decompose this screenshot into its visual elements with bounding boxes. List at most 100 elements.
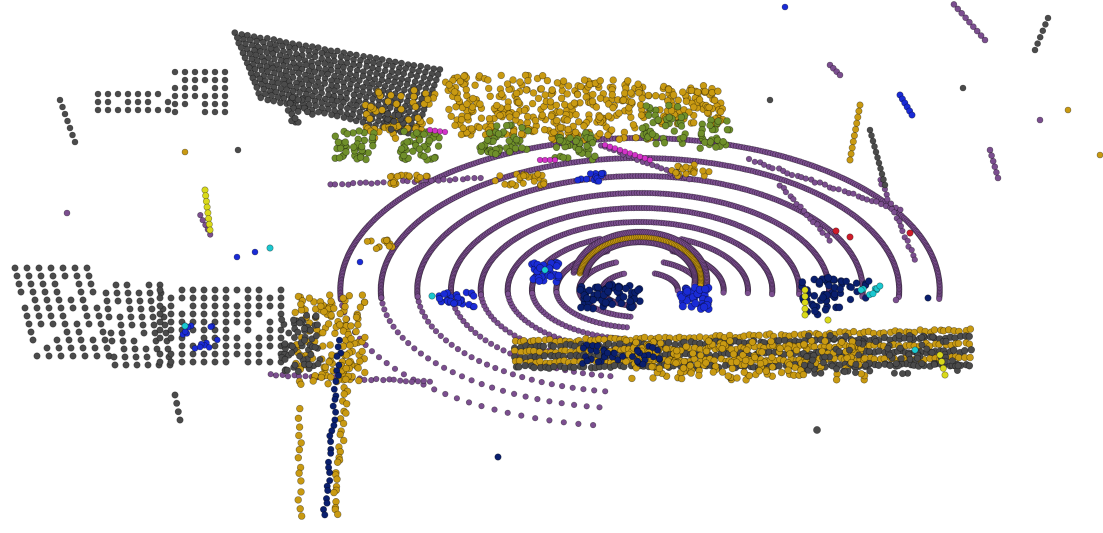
ground-point [811, 179, 818, 186]
building-point [104, 90, 112, 98]
structure-point [553, 116, 561, 125]
building-point [73, 320, 81, 328]
structure-point [609, 104, 617, 112]
structure-point [296, 404, 304, 413]
vegetation-point [420, 130, 428, 139]
building-point [291, 114, 299, 122]
building-point [154, 106, 162, 114]
building-point [126, 305, 134, 313]
structure-point [410, 86, 418, 95]
building-point [300, 324, 308, 332]
structure-point [689, 118, 698, 127]
building-point [119, 337, 127, 345]
building-point [200, 318, 208, 326]
building-point [277, 294, 285, 302]
ground-point [394, 329, 401, 336]
bicycle-point [426, 126, 434, 134]
structure-point [297, 488, 305, 496]
structure-point [347, 335, 355, 343]
vegetation-point [358, 142, 366, 151]
structure-point [615, 135, 623, 144]
structure-point [557, 94, 566, 103]
car-point [329, 402, 337, 410]
building-point [167, 310, 175, 318]
structure-point [662, 345, 670, 353]
car-point [321, 511, 329, 519]
building-point [69, 131, 76, 139]
building-point [306, 326, 314, 334]
structure-point [333, 458, 342, 466]
building-point [49, 272, 57, 280]
building-point [295, 55, 303, 62]
vegetation-point [719, 138, 727, 146]
ground-point [380, 377, 387, 384]
structure-point [324, 320, 333, 328]
building-point [167, 350, 175, 358]
ground-point [414, 378, 422, 385]
structure-point [445, 81, 453, 89]
building-point [122, 361, 130, 369]
building-point [102, 289, 110, 297]
building-point [221, 68, 229, 76]
building-point [110, 353, 118, 361]
building-point [222, 350, 230, 358]
ground-point [380, 179, 387, 186]
building-point [270, 97, 278, 105]
ground-point [744, 290, 751, 297]
building-point [201, 100, 209, 108]
building-point [255, 358, 263, 366]
building-point [950, 346, 958, 354]
building-point [394, 111, 402, 119]
building-point [189, 286, 197, 294]
ground-point [720, 289, 727, 296]
person-point [574, 176, 582, 184]
vegetation-point [425, 137, 434, 145]
building-point [56, 96, 64, 104]
building-point [67, 296, 75, 304]
vegetation-point [723, 125, 732, 134]
building-point [288, 349, 296, 357]
structure-point [564, 125, 572, 134]
structure-point [678, 88, 687, 96]
building-point [255, 334, 263, 342]
ground-point [302, 373, 309, 380]
building-point [95, 312, 103, 320]
building-point [244, 350, 252, 358]
building-point [570, 363, 578, 372]
structure-point [528, 99, 537, 108]
ground-point [830, 185, 837, 192]
vegetation-point [493, 122, 501, 130]
building-point [264, 96, 272, 104]
structure-point [339, 419, 348, 428]
structure-point [467, 125, 476, 133]
ground-point [500, 368, 508, 375]
car-point [326, 432, 334, 440]
vegetation-point [706, 138, 715, 146]
structure-point [541, 91, 549, 99]
building-point [167, 358, 175, 366]
building-point [111, 361, 119, 369]
building-point [263, 49, 271, 56]
car-point [327, 438, 335, 446]
building-point [117, 321, 125, 329]
building-point [286, 99, 294, 107]
building-point [222, 302, 230, 310]
building-point [288, 342, 296, 350]
vegetation-point [677, 113, 685, 122]
ground-point [431, 386, 438, 393]
building-point [156, 310, 164, 318]
structure-point [930, 326, 939, 334]
building-point [144, 106, 152, 114]
structure-point [340, 390, 348, 398]
building-point [549, 342, 558, 350]
building-point [114, 106, 122, 114]
building-point [189, 294, 197, 302]
vegetation-point [679, 133, 687, 142]
building-point [156, 350, 164, 358]
structure-point [553, 79, 562, 87]
building-point [181, 92, 189, 100]
ground-point [558, 383, 566, 390]
structure-point [476, 100, 484, 108]
